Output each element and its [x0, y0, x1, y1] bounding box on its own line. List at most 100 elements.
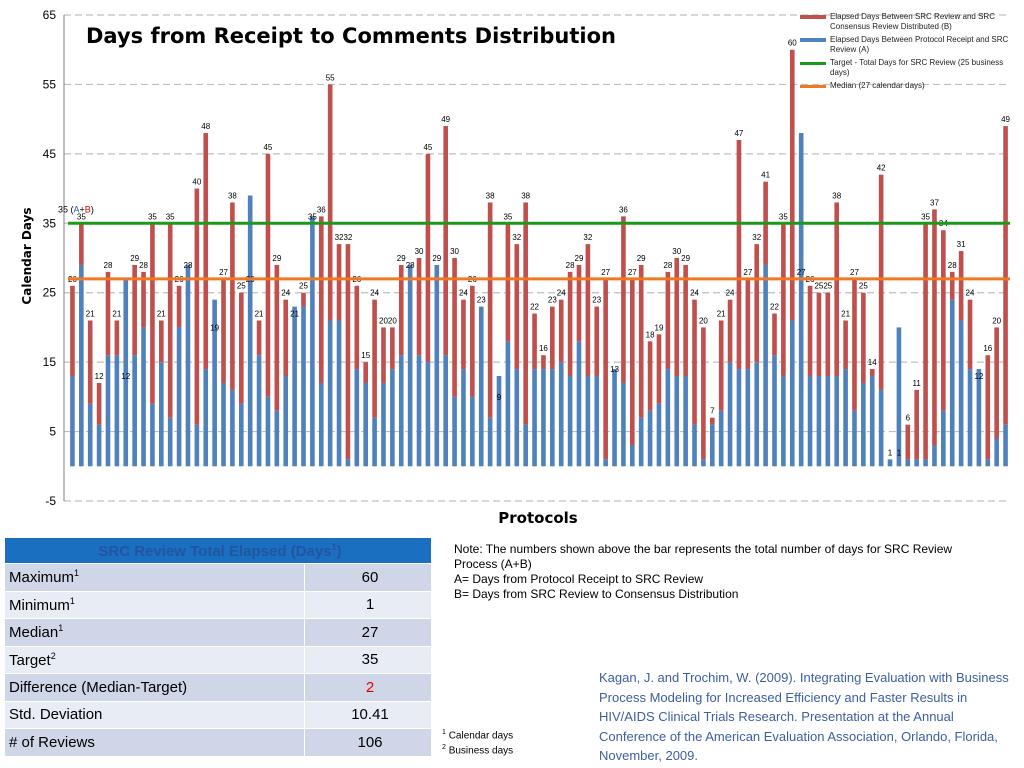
bar-total-label: 23: [548, 296, 557, 305]
bar-segment-b: [914, 389, 919, 460]
bar-segment-a: [247, 195, 253, 467]
y-tick-label: -5: [45, 494, 56, 508]
bar-segment-a: [79, 264, 84, 467]
bar-segment-b: [967, 299, 973, 370]
bar-total-label: 36: [619, 205, 628, 214]
bar-total-label: 45: [263, 143, 272, 152]
y-tick-label: 5: [49, 425, 56, 439]
bar-total-label: 30: [415, 247, 424, 256]
bar-total-label: 20: [388, 316, 397, 325]
bar-total-label: 29: [432, 254, 441, 263]
bar-total-label: 18: [646, 330, 655, 339]
bar-total-label: 21: [86, 309, 95, 318]
bar-total-label: 30: [672, 247, 681, 256]
table-row-value: 60: [304, 563, 432, 592]
bar-segment-a: [194, 424, 200, 467]
bar-total-label: 38: [486, 191, 495, 200]
bar-total-label: 21: [255, 309, 264, 318]
bar-total-label: 21: [841, 309, 850, 318]
bar-segment-b: [949, 271, 955, 300]
bar-segment-b: [727, 299, 733, 363]
bar-segment-a: [176, 327, 182, 467]
bar-segment-a: [132, 355, 137, 467]
bar-segment-a: [310, 216, 315, 467]
bar-segment-a: [594, 376, 600, 467]
bar-segment-a: [283, 376, 289, 467]
bar-segment-b: [167, 223, 173, 418]
bar-segment-a: [390, 369, 395, 467]
bar-segment-a: [443, 355, 448, 467]
bar-total-label: 27: [850, 268, 859, 277]
table-row-label: # of Reviews: [4, 728, 305, 757]
bar-total-label: 31: [957, 240, 966, 249]
bar-total-label: 38: [228, 191, 237, 200]
y-tick-label: 35: [43, 216, 57, 230]
bar-segment-a: [541, 369, 546, 467]
bar-segment-a: [932, 445, 937, 467]
bar-segment-b: [603, 278, 608, 460]
note-line: Note: The numbers shown above the bar re…: [454, 542, 953, 556]
bar-segment-a: [621, 382, 626, 467]
bar-segment-b: [567, 271, 573, 377]
bar-total-label: 24: [966, 289, 975, 298]
bar-segment-a: [701, 459, 706, 467]
bar-segment-b: [238, 292, 244, 404]
bar-segment-b: [150, 223, 155, 404]
bar-segment-b: [452, 258, 457, 397]
legend-label-target: Target - Total Days for SRC Review (25 b…: [830, 58, 1004, 77]
bar-total-label: 29: [397, 254, 406, 263]
bar-segment-a: [425, 362, 431, 467]
bar-segment-b: [736, 139, 742, 370]
row-label-sup: 1: [58, 623, 64, 634]
bar-total-label: 24: [370, 289, 379, 298]
bar-segment-a: [727, 362, 733, 467]
bar-segment-b: [114, 320, 120, 356]
bar-total-label: 7: [710, 407, 715, 416]
bar-total-label: 24: [726, 289, 735, 298]
bar-total-label: 28: [139, 261, 148, 270]
y-tick-label: 55: [43, 77, 57, 91]
bar-total-label: 49: [441, 115, 450, 124]
bar-total-label: 29: [130, 254, 139, 263]
bar-total-label: 55: [326, 73, 335, 82]
bar-segment-a: [265, 396, 271, 467]
bar-total-label: 41: [761, 171, 770, 180]
bar-segment-a: [843, 369, 848, 467]
legend-label-b: Elapsed Days Between SRC Review and SRC …: [830, 12, 995, 31]
bar-segment-a: [834, 376, 840, 467]
bar-segment-b: [318, 216, 324, 383]
table-row: Minimum1 1: [4, 590, 432, 619]
bar-segment-a: [159, 362, 164, 467]
bar-segment-a: [630, 445, 635, 467]
bar-total-label: 29: [681, 254, 690, 263]
bar-segment-a: [896, 327, 902, 467]
bar-total-label: 47: [734, 129, 743, 138]
footnote-1-text: Calendar days: [448, 730, 514, 742]
y-axis-title: Calendar Days: [20, 207, 34, 304]
bar-segment-b: [132, 264, 137, 356]
table-row: Median1 27: [4, 618, 432, 647]
bar-segment-a: [798, 133, 804, 467]
bar-segment-a: [754, 362, 760, 467]
bar-segment-b: [718, 320, 724, 411]
bar-total-label: 35: [779, 212, 788, 221]
bar-segment-b: [594, 306, 600, 377]
bar-segment-a: [852, 410, 857, 467]
bar-total-label: 30: [450, 247, 459, 256]
bar-segment-a: [941, 410, 946, 467]
bar-segment-a: [185, 264, 191, 467]
bar-segment-a: [709, 424, 715, 467]
bar-segment-a: [745, 369, 751, 467]
annotation-pre: 35 (: [58, 204, 74, 214]
bar-total-label: 27: [743, 268, 752, 277]
y-tick-label: 15: [43, 355, 57, 369]
bar-segment-a: [550, 369, 555, 467]
table-row-value: 10.41: [304, 700, 432, 729]
bar-total-label: 23: [592, 296, 601, 305]
bar-segment-a: [781, 376, 786, 467]
legend-swatch-a: [800, 38, 826, 42]
bar-segment-a: [878, 389, 884, 467]
annotation-plus: +: [80, 204, 85, 214]
bar-segment-b: [79, 223, 84, 265]
bar-segment-b: [772, 313, 777, 356]
